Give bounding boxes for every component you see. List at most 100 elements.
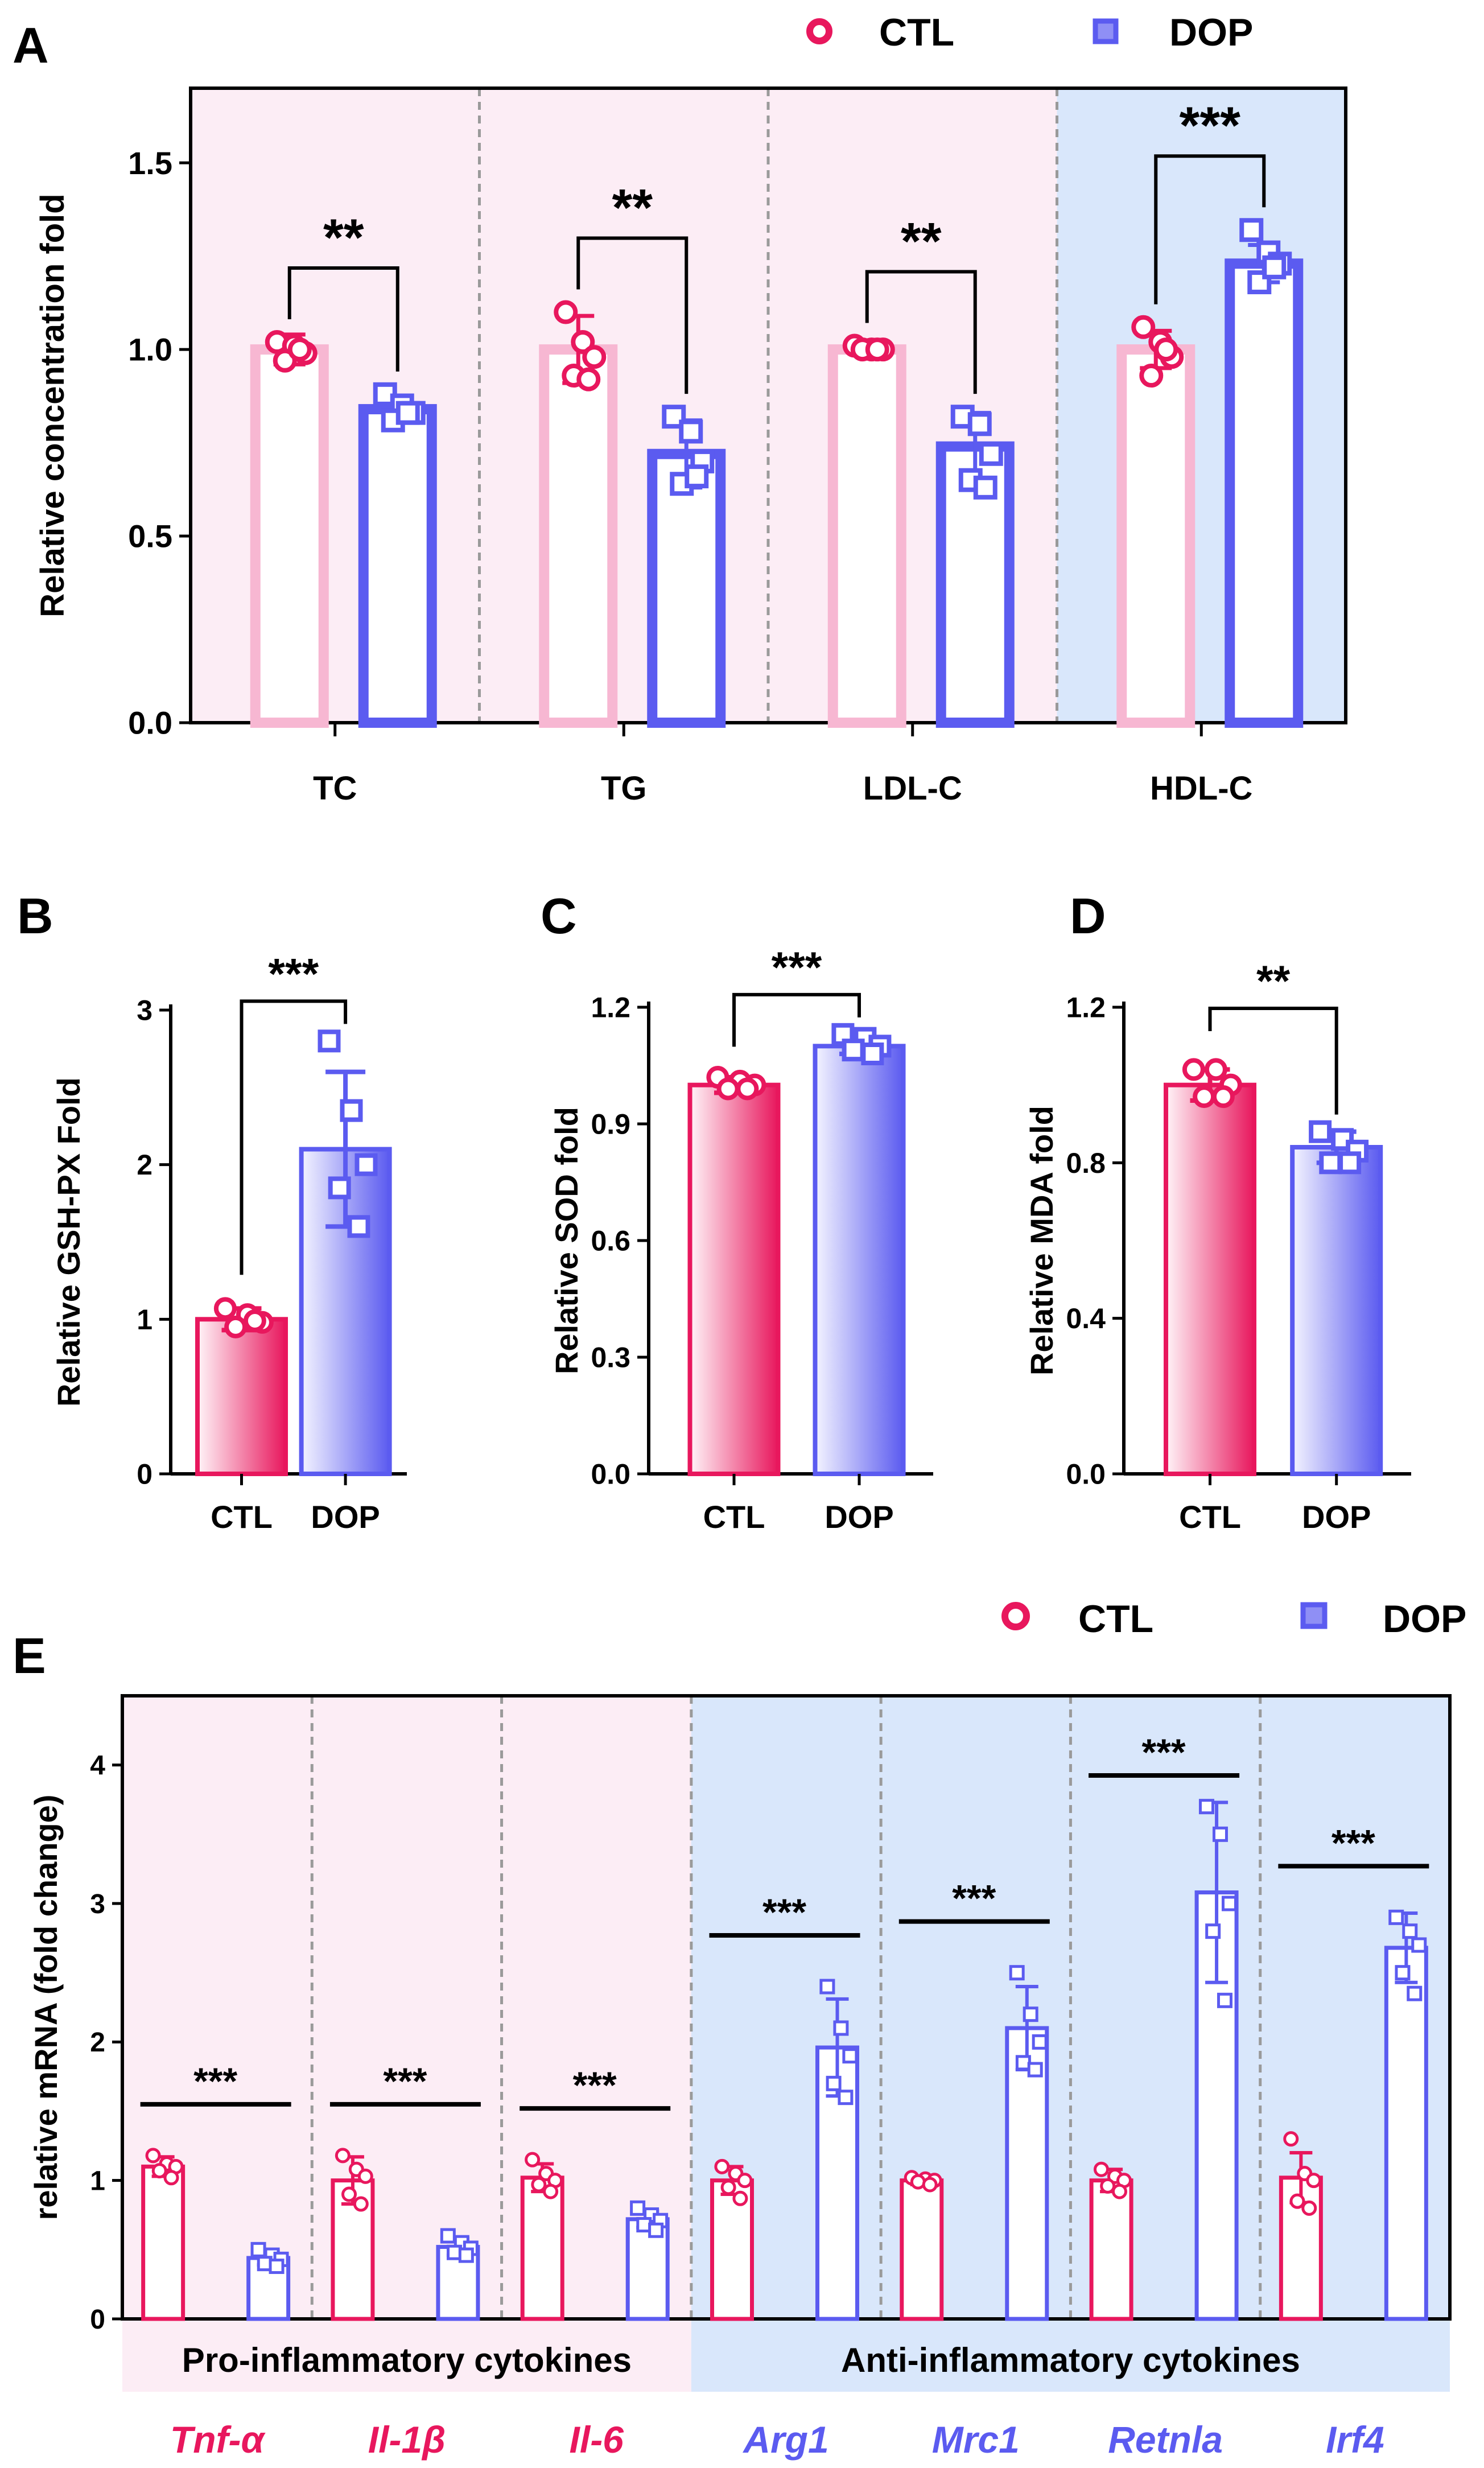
panel-a-point-ctl [1131, 315, 1156, 339]
panel-e-group-label: Anti-inflammatory cytokines [841, 2341, 1300, 2379]
panel-e-group-label-band [691, 2319, 1450, 2392]
panel-e-x-tick-label: Il-1β [368, 2418, 446, 2461]
panel-a-bar-ctl [250, 344, 329, 728]
panel-c-y-tick-label: 0.6 [591, 1225, 630, 1257]
panel-e-point-ctl [922, 2177, 938, 2193]
panel-a-bar-ctl [539, 344, 618, 728]
panel-a-point-dop [979, 442, 1003, 466]
panel-b-significance-label: *** [268, 950, 319, 998]
legend-ctl-marker-e [1001, 1602, 1030, 1630]
panel-d-point-ctl [1193, 1085, 1216, 1109]
panel-e-point-ctl [543, 2183, 559, 2199]
panel-e-point-dop [833, 2020, 849, 2036]
panel-a-significance-label: *** [1180, 97, 1241, 155]
panel-e-point-dop [648, 2222, 664, 2238]
panel-d-point-ctl [1211, 1085, 1235, 1109]
panel-e-x-tick-label: Retnla [1108, 2418, 1223, 2461]
panel-a-point-dop [973, 475, 997, 500]
panel-e-significance-label: *** [573, 2064, 617, 2106]
panel-e-point-ctl [1301, 2200, 1317, 2216]
panel-a-y-tick-label: 1.0 [128, 332, 172, 368]
panel-d-bar-ctl [1164, 1082, 1256, 1476]
panel-c-x-tick-label: DOP [825, 1499, 893, 1535]
panel-e-significance-label: *** [383, 2060, 427, 2102]
panel-a-bar-dop [358, 404, 437, 728]
panel-e-point-dop [269, 2259, 285, 2275]
panel-a-significance-label: ** [901, 213, 942, 271]
panel-d-y-tick-label: 0.8 [1066, 1147, 1106, 1179]
legend-e: CTL DOP [1001, 1597, 1466, 1641]
panel-e-point-ctl [353, 2196, 369, 2212]
panel-b-point-dop [328, 1176, 351, 1200]
panel-c-point-ctl [716, 1077, 740, 1101]
panel-e-bar-ctl [900, 2178, 944, 2321]
panel-label-e: E [13, 1628, 46, 1684]
panel-e-y-axis-label: relative mRNA (fold change) [28, 1795, 64, 2220]
panel-e-group-background [122, 1696, 691, 2319]
panel-e-point-ctl [145, 2148, 161, 2164]
panel-e-point-dop [1009, 1965, 1025, 1981]
panel-e-point-ctl [335, 2148, 351, 2164]
panel-a-y-tick-label: 0.0 [128, 705, 172, 741]
panel-a-point-ctl [1154, 337, 1178, 362]
panel-a-group-background [191, 88, 1057, 723]
panel-e-significance-label: *** [193, 2060, 237, 2102]
panel-c-significance-bracket [732, 992, 861, 1047]
panel-a-point-ctl [571, 330, 595, 354]
panel-a-point-ctl [576, 367, 601, 392]
panel-e-bar-ctl [1089, 2178, 1133, 2321]
panel-a-point-dop [395, 401, 420, 425]
panel-d-y-tick-label: 1.2 [1066, 992, 1106, 1024]
panel-e-point-dop [1388, 1909, 1404, 1925]
panel-b-point-dop [340, 1099, 363, 1122]
panel-c-y-tick-label: 1.2 [591, 992, 630, 1024]
panel-e-point-dop [1407, 1985, 1423, 2001]
panel-e-x-tick-label: Mrc1 [932, 2418, 1020, 2461]
panel-a-point-dop [1262, 255, 1287, 279]
panel-b-x-tick-label: DOP [311, 1499, 380, 1535]
panel-e-y-tick-label: 3 [90, 1889, 105, 1919]
panel-d-x-tick-label: DOP [1302, 1499, 1371, 1535]
panel-e-point-dop [1205, 1923, 1221, 1939]
legend-ctl-label-e: CTL [1078, 1597, 1153, 1641]
panel-e-point-ctl [1283, 2131, 1299, 2147]
panel-e-bar-ctl [141, 2164, 186, 2321]
panel-c-point-ctl [736, 1077, 759, 1101]
panel-b-point-ctl [213, 1297, 237, 1320]
panel-label-d: D [1070, 888, 1106, 944]
panel-d-significance-label: ** [1256, 957, 1291, 1006]
panel-a-x-tick-label: HDL-C [1150, 770, 1252, 807]
panel-e-group-background [691, 1696, 1450, 2319]
panel-e-significance-label: *** [762, 1891, 806, 1933]
panel-c-y-axis-label: Relative SOD fold [549, 1107, 584, 1374]
panel-a-bar-dop [1225, 258, 1304, 728]
panel-c-bar-dop [813, 1044, 906, 1477]
panel-b-point-dop [354, 1153, 378, 1176]
panel-d-x-tick-label: CTL [1179, 1499, 1241, 1535]
panel-d-point-ctl [1204, 1058, 1227, 1081]
panel-d-bar-dop [1290, 1145, 1383, 1476]
panel-c-x-tick-label: CTL [703, 1499, 765, 1535]
panel-a-frame [189, 86, 1347, 724]
panel-e-significance-label: *** [952, 1877, 996, 1919]
legend-a: CTL DOP [806, 11, 1253, 54]
panel-e-group-label-band [122, 2319, 691, 2392]
panel-a-point-ctl [554, 300, 578, 324]
panel-a-y-tick-label: 1.5 [128, 145, 172, 181]
panel-e-point-ctl [357, 2168, 373, 2184]
panel-e-x-tick-label: Tnf-α [170, 2418, 266, 2461]
panel-c-chart: 0.0 0.3 0.6 0.9 1.2 Relative SOD fold CTL DOP **… [549, 943, 933, 1535]
panel-b-significance-bracket [240, 999, 348, 1275]
panel-d-significance-bracket [1208, 1007, 1338, 1115]
panel-a-x-tick-label: TG [601, 770, 647, 807]
panel-d-point-ctl [1182, 1058, 1205, 1081]
panel-a-y-axis-label: Relative concentration fold [34, 193, 71, 617]
panel-e-point-dop [250, 2242, 266, 2257]
panel-c-point-dop [861, 1043, 884, 1065]
panel-e-x-tick-label: Arg1 [742, 2418, 828, 2461]
panel-e-point-dop [1198, 1799, 1214, 1815]
panel-a-bar-ctl [1116, 344, 1196, 728]
panel-a-point-ctl [1139, 364, 1164, 388]
panel-c-y-tick-label: 0.0 [591, 1458, 630, 1490]
panel-e-point-dop [1411, 1937, 1427, 1953]
